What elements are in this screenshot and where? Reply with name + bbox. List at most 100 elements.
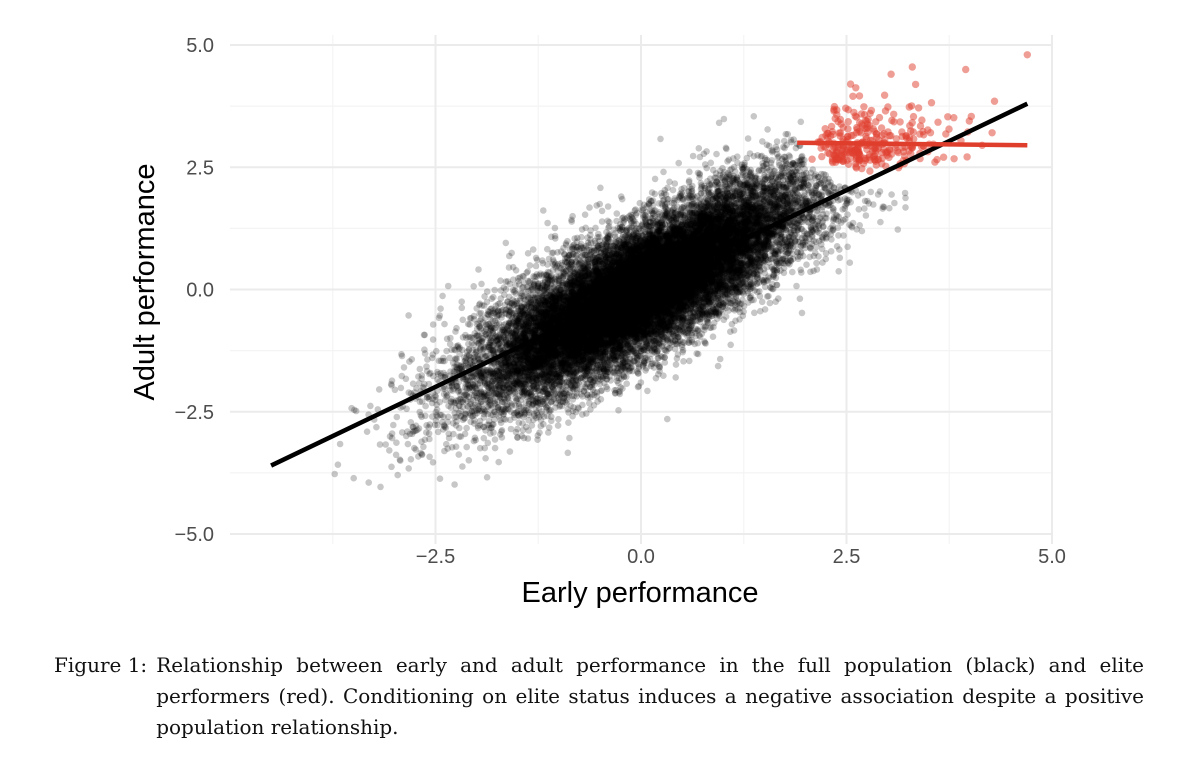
population-point	[483, 380, 491, 388]
population-point	[724, 217, 731, 224]
population-point	[646, 247, 653, 255]
population-point	[706, 271, 714, 279]
population-point	[696, 236, 703, 244]
population-point	[488, 379, 496, 386]
population-point	[581, 363, 588, 370]
population-point	[624, 313, 631, 321]
population-point	[624, 267, 632, 274]
population-point	[650, 245, 657, 253]
population-point	[618, 195, 626, 203]
population-point	[559, 352, 567, 360]
population-point	[567, 356, 574, 364]
population-point	[721, 214, 728, 222]
population-point	[891, 199, 898, 207]
scatter-plot: −2.5 0.0 2.5 5.0−5.0−2.50.02.55.0 Early per…	[129, 35, 1066, 609]
population-point	[513, 318, 521, 326]
population-point	[665, 251, 673, 259]
population-point	[388, 430, 396, 437]
population-point	[556, 381, 564, 388]
population-point	[794, 226, 802, 233]
population-point	[699, 289, 707, 297]
population-point	[612, 328, 619, 336]
population-point	[569, 385, 577, 393]
population-point	[729, 252, 736, 259]
population-point	[733, 227, 741, 235]
population-point	[543, 359, 550, 367]
population-point	[714, 187, 722, 195]
population-point	[684, 257, 691, 265]
population-point	[732, 281, 740, 289]
population-point	[729, 256, 736, 264]
population-point	[583, 347, 590, 354]
population-point	[505, 361, 513, 368]
population-point	[678, 258, 685, 266]
population-point	[643, 323, 650, 331]
population-point	[729, 281, 737, 288]
population-point	[658, 255, 665, 263]
population-point	[660, 252, 668, 259]
population-point	[598, 277, 605, 285]
population-point	[767, 199, 774, 206]
population-point	[429, 336, 437, 343]
population-point	[746, 221, 754, 229]
population-point	[618, 317, 626, 325]
population-point	[744, 184, 751, 191]
population-point	[463, 443, 471, 451]
population-point	[637, 305, 644, 313]
population-point	[625, 302, 633, 310]
population-point	[595, 366, 602, 374]
population-point	[675, 324, 682, 332]
population-point	[628, 262, 635, 269]
population-point	[657, 293, 665, 300]
population-point	[622, 285, 630, 292]
population-point	[456, 424, 463, 432]
population-point	[725, 211, 732, 219]
population-point	[734, 257, 742, 264]
population-point	[669, 262, 676, 270]
population-point	[365, 479, 373, 486]
population-point	[664, 184, 671, 192]
population-point	[676, 323, 684, 330]
population-point	[651, 234, 659, 242]
population-point	[591, 259, 599, 266]
population-point	[592, 290, 600, 297]
population-point	[680, 252, 688, 259]
population-point	[535, 413, 543, 421]
population-point	[687, 298, 695, 306]
population-point	[596, 356, 604, 364]
population-point	[451, 481, 458, 488]
population-point	[637, 249, 645, 257]
population-point	[571, 372, 579, 380]
population-point	[744, 180, 751, 187]
population-point	[757, 207, 765, 215]
population-point	[388, 377, 396, 385]
population-point	[561, 356, 568, 364]
population-point	[829, 217, 837, 224]
population-point	[641, 294, 649, 301]
population-point	[677, 246, 684, 253]
population-point	[655, 200, 663, 207]
population-point	[520, 388, 528, 396]
population-point	[663, 243, 670, 251]
population-point	[418, 372, 426, 379]
population-point	[545, 387, 553, 395]
population-point	[685, 241, 693, 248]
population-point	[663, 246, 671, 253]
population-point	[605, 307, 613, 315]
population-point	[734, 266, 742, 274]
population-point	[648, 288, 655, 296]
population-point	[654, 271, 661, 278]
population-point	[659, 338, 666, 345]
population-point	[519, 350, 526, 357]
population-point	[462, 376, 469, 383]
population-point	[633, 306, 640, 314]
population-point	[553, 273, 560, 280]
population-point	[634, 274, 642, 281]
population-point	[561, 286, 568, 293]
population-point	[641, 314, 649, 321]
population-point	[599, 318, 607, 326]
population-point	[766, 299, 774, 307]
population-point	[564, 311, 572, 318]
population-point	[540, 207, 547, 214]
population-point	[607, 283, 614, 291]
